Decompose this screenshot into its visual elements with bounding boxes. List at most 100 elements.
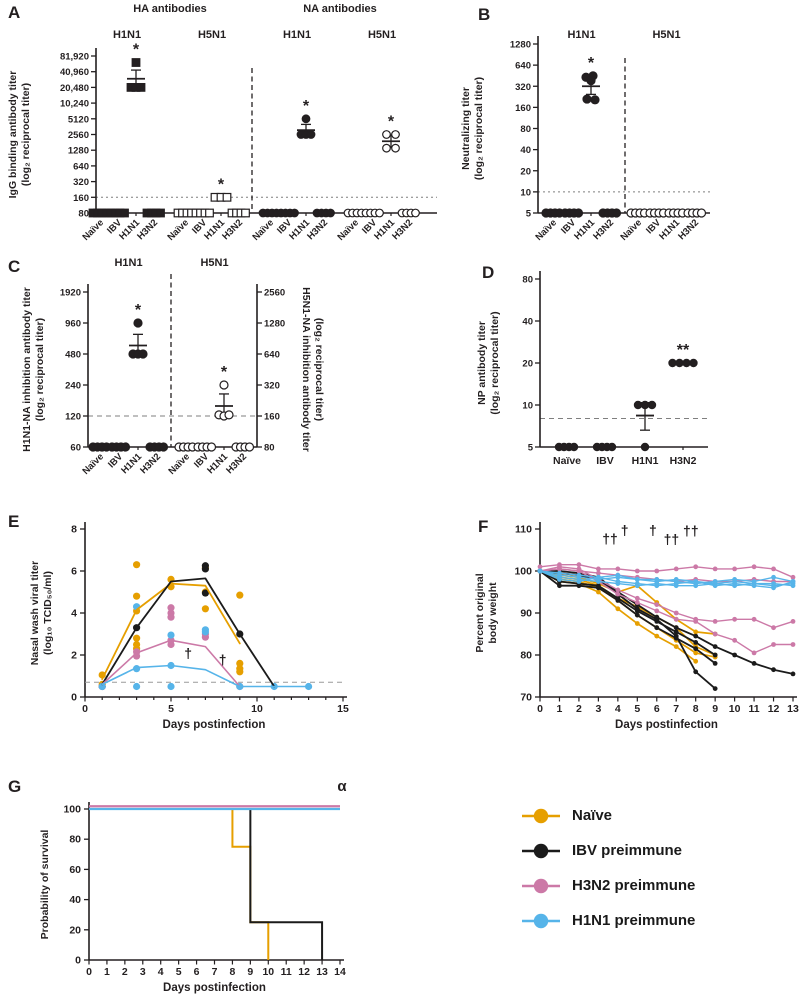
svg-text:5120: 5120: [68, 114, 89, 125]
svg-text:2: 2: [71, 650, 77, 662]
svg-text:†: †: [649, 522, 657, 538]
svg-text:8: 8: [693, 703, 699, 715]
svg-text:70: 70: [520, 692, 532, 704]
svg-text:H5N1-NA inhibition antibody ti: H5N1-NA inhibition antibody titer: [300, 287, 312, 452]
panel-E-chart: E 0 2 4 6 8 0 5 10 15 Days postinfection † † Nasal wa…: [8, 512, 349, 731]
svg-text:12: 12: [298, 966, 310, 978]
svg-text:H5N1: H5N1: [198, 29, 226, 41]
plot-area: 0 2 4 6 8 0 5 10 15 Days postinfection † †: [71, 522, 349, 731]
svg-text:NA antibodies: NA antibodies: [303, 3, 377, 15]
svg-text:1920: 1920: [60, 288, 81, 299]
svg-text:160: 160: [515, 103, 531, 114]
svg-text:1280: 1280: [510, 40, 531, 51]
svg-text:10,240: 10,240: [60, 99, 89, 110]
legend-marker-glyph: [522, 878, 560, 893]
svg-text:†: †: [219, 651, 227, 667]
series-naive: [539, 570, 717, 656]
svg-text:H1N1: H1N1: [113, 29, 141, 41]
svg-text:Naïve: Naïve: [250, 217, 276, 243]
svg-text:4: 4: [158, 966, 164, 978]
series-h3n2: [101, 639, 241, 688]
svg-text:NP antibody titer: NP antibody titer: [476, 321, 488, 405]
svg-text:10: 10: [729, 703, 741, 715]
svg-text:6: 6: [194, 966, 200, 978]
svg-text:40: 40: [520, 145, 531, 156]
panel-a-igg-binding-titer: A 80 160 320 640 1280 2560 5120 10,240 20,480 40,9…: [0, 0, 455, 252]
svg-text:40: 40: [69, 894, 81, 906]
svg-text:*: *: [218, 176, 225, 193]
svg-text:**: **: [677, 342, 690, 359]
svg-text:Naïve: Naïve: [533, 217, 559, 243]
svg-text:320: 320: [515, 82, 531, 93]
series-ibv: [539, 570, 717, 665]
svg-text:5: 5: [526, 209, 532, 220]
panel-D-chart: D 5 10 20 40 80 Naïve IBV H1N1 H3N2 ** NP antibody …: [476, 263, 708, 467]
svg-text:13: 13: [787, 703, 799, 715]
svg-text:60: 60: [69, 864, 81, 876]
svg-text:H5N1: H5N1: [368, 29, 396, 41]
svg-text:7: 7: [673, 703, 679, 715]
svg-text:Probability of survival: Probability of survival: [39, 830, 51, 940]
svg-text:1280: 1280: [264, 319, 285, 330]
svg-text:*: *: [388, 114, 395, 131]
svg-text:2: 2: [576, 703, 582, 715]
panel-f-body-weight: F 70 80 90 100 110 0 1 2 3 4 5 6 7 8 9 10 11 12 13 Days post…: [410, 505, 800, 755]
svg-text:H1N1: H1N1: [632, 455, 659, 467]
series-h1n1: [539, 570, 794, 587]
panel-C-chart: C 60 120 240 480 960 1920 80 160 320 640 1280 2560 H1…: [8, 257, 325, 477]
svg-text:5: 5: [634, 703, 640, 715]
svg-text:100: 100: [63, 804, 81, 816]
svg-text:Naïve: Naïve: [553, 455, 581, 467]
svg-text:10: 10: [520, 187, 531, 198]
svg-text:80: 80: [522, 275, 533, 286]
plot-area: 60 120 240 480 960 1920 80 160 320 640 1280 2560 H1N…: [60, 257, 285, 477]
svg-text:5: 5: [528, 443, 534, 454]
svg-text:D: D: [482, 263, 494, 282]
legend-label: H3N2 preimmune: [572, 877, 696, 894]
svg-text:120: 120: [65, 412, 81, 423]
svg-text:*: *: [221, 364, 228, 381]
series-naive: [101, 582, 241, 681]
panel-c-na-inhibition-titer: C 60 120 240 480 960 1920 80 160 320 640 1280 2560 H1…: [0, 252, 430, 505]
svg-text:2: 2: [122, 966, 128, 978]
svg-text:Days postinfection: Days postinfection: [615, 719, 718, 731]
svg-text:H3N2: H3N2: [390, 217, 415, 242]
legend-label: H1N1 preimmune: [572, 912, 696, 929]
svg-text:HA antibodies: HA antibodies: [133, 3, 207, 15]
svg-text:8: 8: [71, 524, 77, 536]
svg-text:††: ††: [683, 523, 699, 539]
svg-text:H1N1-NA inhibition antibody ti: H1N1-NA inhibition antibody titer: [21, 287, 33, 452]
legend-item-h3n2: H3N2 preimmune: [520, 868, 760, 903]
svg-text:H5N1: H5N1: [652, 29, 680, 41]
svg-text:Neutralizing titer: Neutralizing titer: [460, 87, 472, 170]
svg-text:(log₂ reciprocal titer): (log₂ reciprocal titer): [473, 77, 485, 180]
svg-text:†: †: [621, 522, 629, 538]
svg-text:9: 9: [712, 703, 718, 715]
svg-text:0: 0: [86, 966, 92, 978]
series-ibv: [539, 570, 794, 675]
svg-text:0: 0: [537, 703, 543, 715]
svg-text:G: G: [8, 777, 21, 796]
svg-text:1: 1: [104, 966, 110, 978]
svg-text:E: E: [8, 512, 19, 531]
svg-text:B: B: [478, 5, 490, 24]
svg-text:Nasal wash viral titer: Nasal wash viral titer: [29, 561, 41, 665]
svg-text:14: 14: [334, 966, 346, 978]
svg-text:480: 480: [65, 350, 81, 361]
svg-text:Days postinfection: Days postinfection: [163, 982, 266, 994]
legend-item-ibv: IBV preimmune: [520, 833, 760, 868]
svg-text:90: 90: [520, 608, 532, 620]
svg-text:20,480: 20,480: [60, 83, 89, 94]
svg-text:F: F: [478, 517, 488, 536]
svg-text:(log₁₀ TCID₅₀/ml): (log₁₀ TCID₅₀/ml): [42, 571, 54, 655]
svg-text:Naïve: Naïve: [165, 217, 191, 243]
svg-text:H3N2: H3N2: [220, 217, 245, 242]
svg-text:Naïve: Naïve: [80, 217, 106, 243]
svg-text:(log₂ reciprocal titer): (log₂ reciprocal titer): [20, 83, 32, 186]
svg-text:240: 240: [65, 381, 81, 392]
series-h3n2: [539, 564, 794, 579]
svg-text:10: 10: [522, 401, 533, 412]
svg-text:160: 160: [73, 193, 89, 204]
svg-text:0: 0: [75, 955, 81, 967]
